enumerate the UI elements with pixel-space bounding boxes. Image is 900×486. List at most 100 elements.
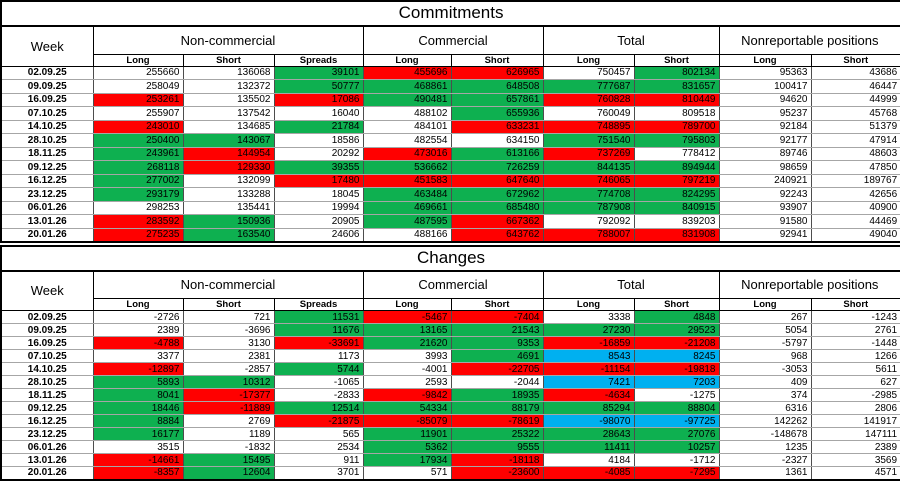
sub-header-short: Short xyxy=(182,53,275,67)
value-cell: -7295 xyxy=(633,466,720,481)
value-cell: 15495 xyxy=(182,453,275,467)
value-cell: 277002 xyxy=(92,173,184,188)
value-cell: 5362 xyxy=(362,440,452,454)
value-cell: 374 xyxy=(718,388,812,402)
week-cell: 16.12.25 xyxy=(0,173,94,188)
table-row: 16.12.25 8884 2769 -21875 -85079 -78619 -98070… xyxy=(0,414,900,428)
value-cell: 777687 xyxy=(542,79,635,94)
value-cell: -85079 xyxy=(362,414,452,428)
value-cell: -21208 xyxy=(633,336,720,350)
value-cell: 831908 xyxy=(633,227,720,243)
value-cell: 25322 xyxy=(450,427,544,441)
value-cell: 802134 xyxy=(633,65,720,80)
value-cell: 1361 xyxy=(718,466,812,481)
value-cell: -5467 xyxy=(362,310,452,324)
value-cell: -9842 xyxy=(362,388,452,402)
table-row: 16.09.25 -4788 3130 -33691 21620 9353 -16859 -2… xyxy=(0,336,900,350)
value-cell: 51379 xyxy=(810,119,900,134)
value-cell: -4085 xyxy=(542,466,635,481)
value-cell: 135502 xyxy=(182,92,275,107)
value-cell: 144954 xyxy=(182,146,275,161)
value-cell: 672962 xyxy=(450,187,544,202)
table-row: 16.09.25 253261 135502 17086 490481 657861 760… xyxy=(0,92,900,107)
value-cell: 268118 xyxy=(92,160,184,175)
week-cell: 06.01.26 xyxy=(0,440,94,454)
sub-header-long: Long xyxy=(542,298,635,311)
value-cell: 240921 xyxy=(718,173,812,188)
value-cell: 142262 xyxy=(718,414,812,428)
sub-header-short: Short xyxy=(810,53,900,67)
week-cell: 13.01.26 xyxy=(0,453,94,467)
value-cell: 482554 xyxy=(362,133,452,148)
commitments-title: Commitments xyxy=(0,0,900,27)
value-cell: -11889 xyxy=(182,401,275,415)
value-cell: 88804 xyxy=(633,401,720,415)
value-cell: 536662 xyxy=(362,160,452,175)
value-cell: 760828 xyxy=(542,92,635,107)
week-cell: 06.01.26 xyxy=(0,200,94,215)
table-row: 09.09.25 2389 -3696 11676 13165 21543 27230 295… xyxy=(0,323,900,337)
sub-header-row: Long Short Spreads Long Short Long Short Long Sh… xyxy=(1,53,900,67)
value-cell: 47914 xyxy=(810,133,900,148)
table-row: 06.01.26 298253 135441 19994 469661 685480 787… xyxy=(0,200,900,215)
value-cell: 5893 xyxy=(92,375,184,389)
value-cell: 685480 xyxy=(450,200,544,215)
week-cell: 28.10.25 xyxy=(0,375,94,389)
changes-rows: 02.09.25 -2726 721 11531 -5467 -7404 3338 4848 2… xyxy=(0,310,900,481)
value-cell: 7203 xyxy=(633,375,720,389)
value-cell: 18586 xyxy=(273,133,364,148)
sub-header-short: Short xyxy=(450,298,544,311)
value-cell: 613166 xyxy=(450,146,544,161)
value-cell: 751540 xyxy=(542,133,635,148)
value-cell: 2761 xyxy=(810,323,900,337)
value-cell: -3696 xyxy=(182,323,275,337)
value-cell: -2857 xyxy=(182,362,275,376)
value-cell: 2769 xyxy=(182,414,275,428)
value-cell: 21784 xyxy=(273,119,364,134)
sub-header-long: Long xyxy=(542,53,635,67)
value-cell: -4788 xyxy=(92,336,184,350)
sub-header-spreads: Spreads xyxy=(273,53,364,67)
value-cell: 4184 xyxy=(542,453,635,467)
value-cell: 94620 xyxy=(718,92,812,107)
value-cell: 29523 xyxy=(633,323,720,337)
value-cell: -2044 xyxy=(450,375,544,389)
group-header-commercial: Commercial xyxy=(362,25,544,55)
group-header-nonreportable-positions: Nonreportable positions xyxy=(718,25,900,55)
table-row: 13.01.26 -14661 15495 911 17934 -18118 4184 -17… xyxy=(0,453,900,467)
value-cell: 746065 xyxy=(542,173,635,188)
value-cell: 44469 xyxy=(810,214,900,229)
week-cell: 28.10.25 xyxy=(0,133,94,148)
value-cell: 17086 xyxy=(273,92,364,107)
value-cell: 47850 xyxy=(810,160,900,175)
value-cell: 13165 xyxy=(362,323,452,337)
table-row: 14.10.25 -12897 -2857 5744 -4001 -22705 -11154… xyxy=(0,362,900,376)
value-cell: -22705 xyxy=(450,362,544,376)
week-cell: 13.01.26 xyxy=(0,214,94,229)
table-row: 06.01.26 3515 -1832 2534 5362 9555 11411 10257 1… xyxy=(0,440,900,454)
value-cell: 250400 xyxy=(92,133,184,148)
table-row: 07.10.25 3377 2381 1173 3993 4691 8543 8245 968 1… xyxy=(0,349,900,363)
week-cell: 20.01.26 xyxy=(0,227,94,243)
value-cell: 787908 xyxy=(542,200,635,215)
value-cell: 3130 xyxy=(182,336,275,350)
value-cell: 737269 xyxy=(542,146,635,161)
value-cell: -8357 xyxy=(92,466,184,481)
week-cell: 18.11.25 xyxy=(0,388,94,402)
value-cell: 48603 xyxy=(810,146,900,161)
value-cell: 2534 xyxy=(273,440,364,454)
value-cell: 293179 xyxy=(92,187,184,202)
value-cell: 792092 xyxy=(542,214,635,229)
value-cell: 132372 xyxy=(182,79,275,94)
value-cell: 163540 xyxy=(182,227,275,243)
value-cell: -97725 xyxy=(633,414,720,428)
value-cell: -33691 xyxy=(273,336,364,350)
value-cell: 2389 xyxy=(810,440,900,454)
week-cell: 16.09.25 xyxy=(0,336,94,350)
group-header-commercial: Commercial xyxy=(362,270,544,299)
value-cell: 2593 xyxy=(362,375,452,389)
value-cell: 487595 xyxy=(362,214,452,229)
value-cell: -78619 xyxy=(450,414,544,428)
value-cell: 750457 xyxy=(542,65,635,80)
table-row: 07.10.25 255907 137542 16040 488102 655936 760… xyxy=(0,106,900,121)
